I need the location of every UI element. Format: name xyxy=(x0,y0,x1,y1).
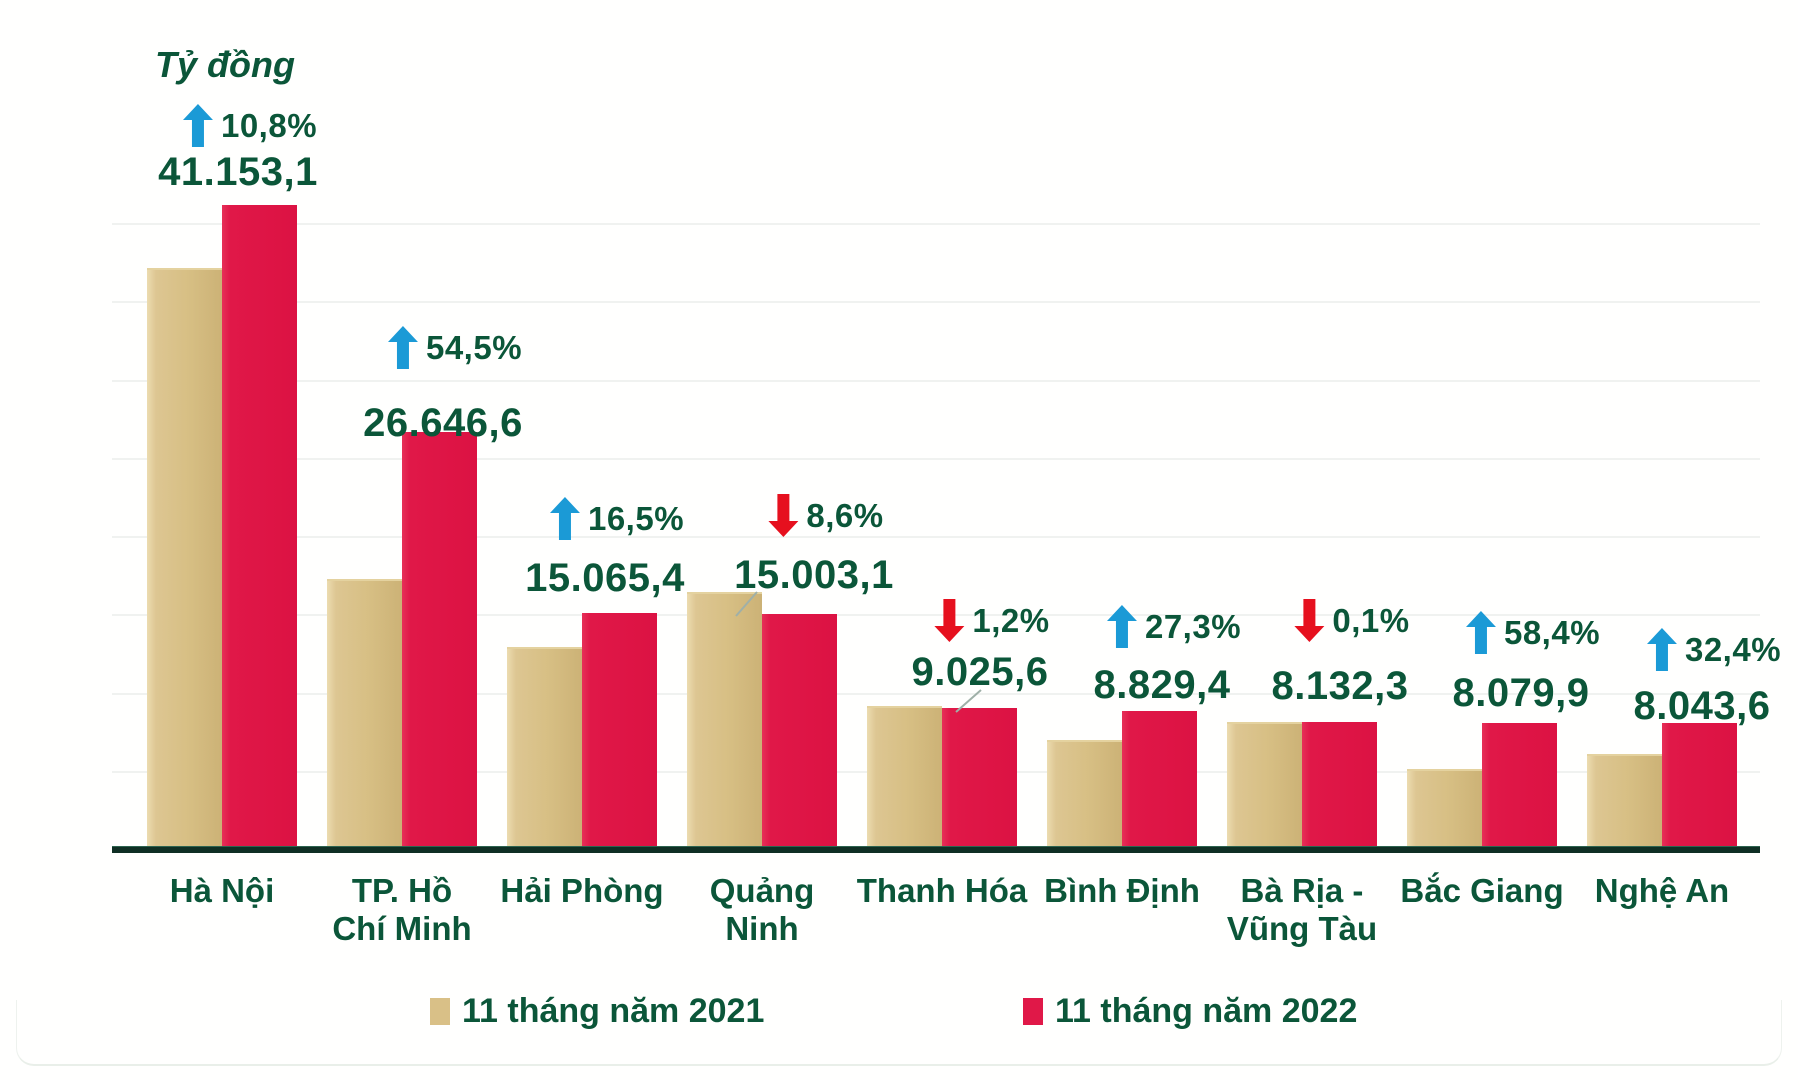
change-percent-label: 0,1% xyxy=(1332,601,1410,639)
bar-2021-1 xyxy=(147,267,222,851)
category-label: Hà Nội xyxy=(170,872,275,910)
change-arrow-up-icon xyxy=(1646,628,1677,671)
value-label-2022: 26.646,6 xyxy=(363,401,523,445)
bar-2022-3 xyxy=(582,613,657,849)
change-percent-label: 54,5% xyxy=(425,328,523,366)
value-label-2022: 9.025,6 xyxy=(911,650,1049,694)
legend-item-2021: 11 tháng năm 2021 xyxy=(430,992,764,1031)
gridline xyxy=(112,457,1760,460)
category-label: Quảng Ninh xyxy=(710,872,815,948)
bar-2021-2 xyxy=(327,579,402,851)
change-percent-label: 58,4% xyxy=(1503,613,1601,651)
change-arrow-down-icon xyxy=(1294,599,1325,642)
category-label-line: Hải Phòng xyxy=(500,872,664,909)
value-label-2022: 8.132,3 xyxy=(1271,664,1409,708)
change-row: 16,5% xyxy=(549,497,685,540)
change-arrow-up-icon xyxy=(387,326,418,369)
value-label-2022: 8.829,4 xyxy=(1093,663,1231,707)
category-label-line: Chí Minh xyxy=(332,910,472,947)
bar-2022-5 xyxy=(942,707,1017,849)
bar-2021-5 xyxy=(867,706,942,851)
category-label: Bà Rịa - Vũng Tàu xyxy=(1227,872,1377,948)
bar-2021-6 xyxy=(1047,740,1122,851)
bar-2021-9 xyxy=(1587,753,1662,851)
value-label-2022: 41.153,1 xyxy=(158,150,318,194)
change-row: 54,5% xyxy=(387,326,523,369)
category-label: Thanh Hóa xyxy=(857,872,1028,910)
category-label-line: Quảng xyxy=(709,872,815,909)
change-row: 10,8% xyxy=(182,104,318,147)
change-row: 8,6% xyxy=(768,494,883,537)
value-label-2022: 8.079,9 xyxy=(1452,671,1590,715)
change-row: 58,4% xyxy=(1465,611,1601,654)
category-label-line: Ninh xyxy=(725,910,799,947)
legend-label-2021: 11 tháng năm 2021 xyxy=(462,992,765,1030)
category-label: TP. Hồ Chí Minh xyxy=(332,872,471,948)
bar-2021-3 xyxy=(507,646,582,851)
value-label-2022: 15.003,1 xyxy=(734,553,894,597)
gridline xyxy=(112,536,1760,538)
gridline xyxy=(112,692,1760,695)
change-row: 0,1% xyxy=(1294,599,1409,642)
change-row: 27,3% xyxy=(1106,605,1242,648)
category-label-line: Bình Định xyxy=(1044,872,1200,909)
gridline xyxy=(112,301,1760,304)
category-label-line: Bắc Giang xyxy=(1400,872,1564,909)
legend-item-2022: 11 tháng năm 2022 xyxy=(1023,992,1357,1031)
category-label-line: Hà Nội xyxy=(169,872,275,909)
change-arrow-up-icon xyxy=(549,497,580,540)
legend-label-2022: 11 tháng năm 2022 xyxy=(1055,992,1358,1030)
value-label-2022: 8.043,6 xyxy=(1633,684,1771,728)
chart-unit-title: Tỷ đồng xyxy=(155,44,295,85)
change-arrow-up-icon xyxy=(1465,611,1496,654)
category-label: Bắc Giang xyxy=(1400,872,1563,910)
category-label: Hải Phòng xyxy=(500,872,663,910)
bar-2022-8 xyxy=(1482,722,1557,849)
bar-2021-4 xyxy=(687,592,762,851)
bar-2021-8 xyxy=(1407,769,1482,851)
card-bottom-border xyxy=(16,1000,1782,1066)
category-label-line: Nghệ An xyxy=(1594,872,1730,909)
bar-2022-1 xyxy=(222,204,297,849)
bar-2021-7 xyxy=(1227,721,1302,851)
change-percent-label: 16,5% xyxy=(587,499,685,537)
gridline xyxy=(112,614,1760,617)
change-row: 1,2% xyxy=(934,599,1049,642)
bar-2022-9 xyxy=(1662,723,1737,849)
category-label-line: TP. Hồ xyxy=(351,872,453,909)
change-percent-label: 8,6% xyxy=(806,496,884,534)
value-label-2022: 15.065,4 xyxy=(525,556,685,600)
category-label: Nghệ An xyxy=(1595,872,1729,910)
change-arrow-up-icon xyxy=(182,104,213,147)
change-percent-label: 1,2% xyxy=(972,601,1050,639)
category-label-line: Bà Rịa - xyxy=(1240,872,1364,909)
category-label: Bình Định xyxy=(1044,872,1200,910)
legend-swatch-2021 xyxy=(430,998,450,1025)
change-percent-label: 10,8% xyxy=(220,106,318,144)
change-percent-label: 32,4% xyxy=(1684,630,1782,668)
change-arrow-up-icon xyxy=(1106,605,1137,648)
bar-2022-7 xyxy=(1302,721,1377,849)
bar-2022-2 xyxy=(402,431,477,849)
category-label-line: Vũng Tàu xyxy=(1226,910,1378,947)
change-arrow-down-icon xyxy=(934,599,965,642)
change-percent-label: 27,3% xyxy=(1144,607,1242,645)
change-arrow-down-icon xyxy=(768,494,799,537)
x-axis-line xyxy=(112,846,1760,853)
gridline xyxy=(112,223,1760,226)
bar-2022-4 xyxy=(762,614,837,849)
legend-swatch-2022 xyxy=(1023,998,1043,1025)
gridline xyxy=(112,379,1760,382)
category-label-line: Thanh Hóa xyxy=(856,872,1028,909)
change-row: 32,4% xyxy=(1646,628,1782,671)
bar-2022-6 xyxy=(1122,710,1197,849)
